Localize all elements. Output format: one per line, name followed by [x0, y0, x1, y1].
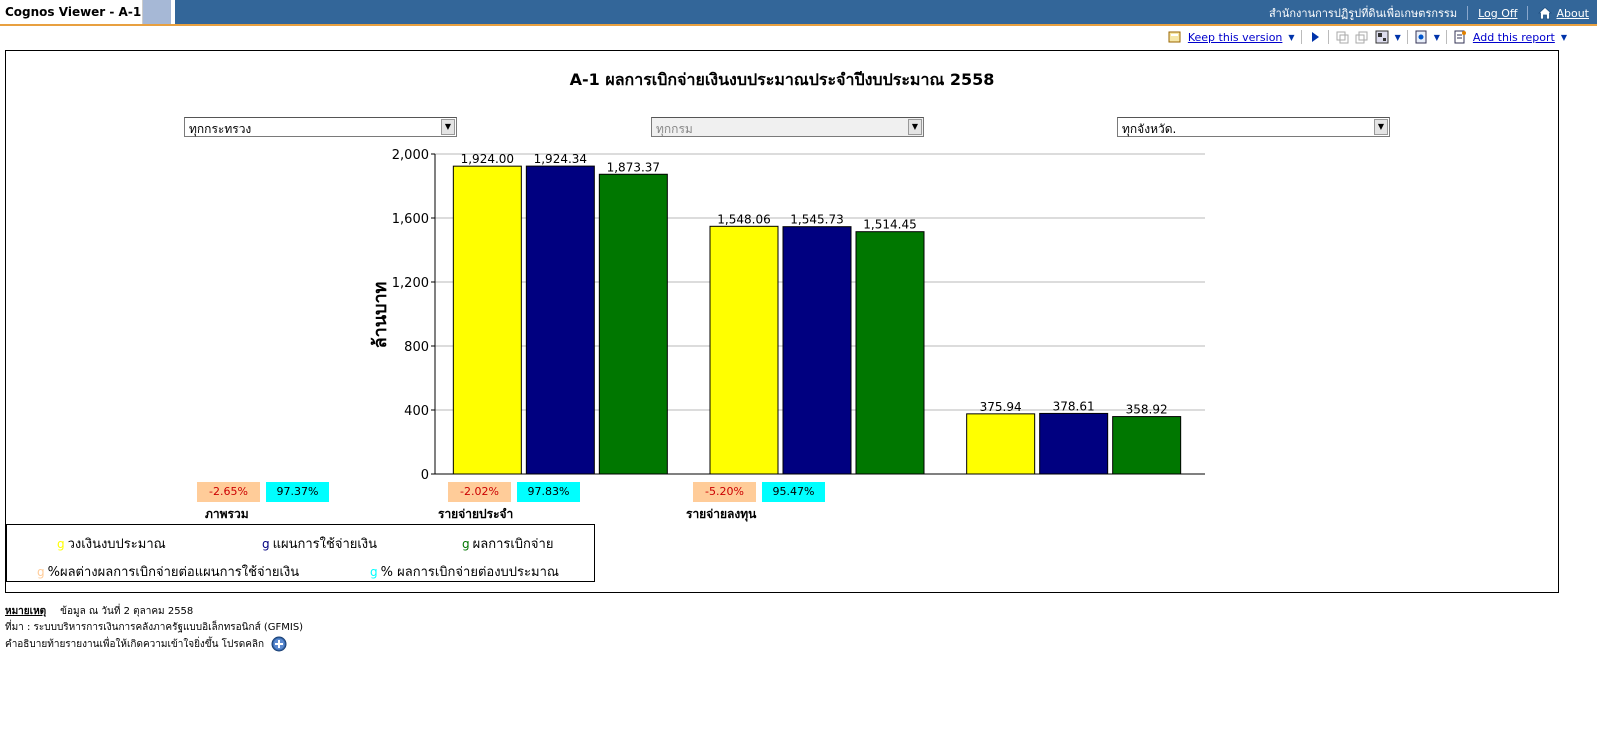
- header-separator: [1527, 6, 1529, 20]
- y-tick-label: 400: [404, 404, 429, 419]
- y-tick-label: 2,000: [392, 148, 429, 163]
- bar[interactable]: [452, 165, 522, 475]
- bar[interactable]: [525, 165, 595, 475]
- keep-version-icon[interactable]: [1168, 30, 1182, 44]
- legend-marker: g: [37, 565, 45, 579]
- top-header-bar: Cognos Viewer - A-1 สำนักงานการปฏิรูปที่…: [0, 0, 1597, 24]
- chevron-down-icon[interactable]: ▼: [1560, 32, 1567, 42]
- add-report-link[interactable]: Add this report: [1472, 30, 1555, 44]
- bar-value-label: 1,514.45: [863, 218, 916, 232]
- legend-label: %ผลต่างผลการเบิกจ่ายต่อแผนการใช้จ่ายเงิน: [47, 565, 300, 580]
- run-report-icon[interactable]: [1308, 30, 1322, 44]
- report-title: A-1 ผลการเบิกจ่ายเงินงบประมาณประจำปีงบปร…: [569, 70, 995, 89]
- header-right-area: สำนักงานการปฏิรูปที่ดินเพื่อเกษตรกรรม Lo…: [1269, 4, 1589, 22]
- legend-label: % ผลการเบิกจ่ายต่องบประมาณ: [380, 565, 559, 580]
- tab-divider: [171, 0, 175, 24]
- add-report-icon[interactable]: [1453, 30, 1467, 44]
- chevron-down-icon[interactable]: ▼: [908, 119, 922, 135]
- bar[interactable]: [709, 225, 779, 475]
- bar-value-label: 1,548.06: [717, 212, 770, 226]
- chevron-down-icon[interactable]: ▼: [1433, 32, 1440, 42]
- bar-value-label: 375.94: [980, 400, 1022, 414]
- legend-marker: g: [262, 537, 270, 551]
- percent-diff-badge: -5.20%: [693, 482, 756, 502]
- bar[interactable]: [855, 231, 925, 475]
- percent-rate-badge: 95.47%: [762, 482, 825, 502]
- legend-label: แผนการใช้จ่ายเงิน: [272, 537, 378, 552]
- home-icon: [1538, 6, 1553, 20]
- legend-marker: g: [370, 565, 378, 579]
- report-notes: หมายเหตุ ข้อมูล ณ วันที่ 2 ตุลาคม 2558 ที…: [5, 604, 303, 652]
- budget-bar-chart: 0 400 800 1,200 1,600 2,000 1,924.00 1,924.34 1,…: [370, 148, 1205, 483]
- legend-marker: g: [57, 537, 65, 551]
- bar-value-label: 1,924.34: [534, 152, 587, 166]
- keep-version-link[interactable]: Keep this version: [1187, 30, 1283, 44]
- legend-marker: g: [462, 537, 470, 551]
- y-tick-label: 800: [404, 340, 429, 355]
- bar[interactable]: [966, 413, 1036, 475]
- legend-label: วงเงินงบประมาณ: [67, 537, 166, 552]
- report-frame: [5, 50, 1559, 593]
- percent-diff-badge: -2.65%: [197, 482, 260, 502]
- bar[interactable]: [1039, 412, 1109, 475]
- category-label-overall: ภาพรวม: [205, 507, 249, 521]
- bar-value-label: 1,924.00: [461, 152, 514, 166]
- bar-value-label: 358.92: [1126, 403, 1168, 417]
- log-off-link[interactable]: Log Off: [1478, 6, 1518, 20]
- bar-value-label: 1,873.37: [607, 160, 660, 174]
- legend-item: g% ผลการเบิกจ่ายต่องบประมาณ: [370, 561, 559, 582]
- legend-item: g วงเงินงบประมาณ: [57, 533, 166, 554]
- bar[interactable]: [598, 173, 668, 475]
- related-links-icon[interactable]: [1375, 30, 1389, 44]
- category-label-recurrent: รายจ่ายประจำ: [438, 507, 514, 521]
- province-select-value: ทุกจังหวัด.: [1122, 122, 1177, 136]
- legend-item: g ผลการเบิกจ่าย: [462, 533, 553, 554]
- expand-plus-icon[interactable]: [271, 636, 287, 652]
- chevron-down-icon[interactable]: ▼: [441, 119, 455, 135]
- chevron-down-icon[interactable]: ▼: [1394, 32, 1401, 42]
- legend-item: g แผนการใช้จ่ายเงิน: [262, 533, 377, 554]
- bar-value-label: 378.61: [1053, 399, 1095, 413]
- y-tick-label: 1,200: [392, 276, 429, 291]
- about-link[interactable]: About: [1556, 6, 1589, 20]
- organization-name: สำนักงานการปฏิรูปที่ดินเพื่อเกษตรกรรม: [1268, 7, 1458, 20]
- legend-item: g %ผลต่างผลการเบิกจ่ายต่อแผนการใช้จ่ายเงิ…: [37, 561, 299, 582]
- department-select-value: ทุกกรม: [656, 122, 693, 136]
- percent-rate-badge: 97.37%: [266, 482, 329, 502]
- note-source: ที่มา : ระบบบริหารการเงินการคลังภาครัฐแบ…: [5, 622, 304, 633]
- ministry-select[interactable]: ทุกกระทรวง ▼: [184, 117, 457, 137]
- drill-down-icon[interactable]: [1335, 30, 1349, 44]
- chevron-down-icon[interactable]: ▼: [1288, 32, 1295, 42]
- chart-legend: g วงเงินงบประมาณ g แผนการใช้จ่ายเงิน g ผลกา…: [6, 524, 595, 582]
- report-toolbar: Keep this version ▼ ▼ ▼ Add this report …: [1168, 28, 1567, 46]
- viewer-title-tab: Cognos Viewer - A-1: [0, 0, 143, 24]
- bar[interactable]: [1112, 416, 1182, 475]
- about-link-group[interactable]: About: [1538, 6, 1589, 20]
- toolbar-separator: [1406, 30, 1408, 44]
- legend-label: ผลการเบิกจ่าย: [472, 537, 554, 552]
- percent-diff-badge: -2.02%: [448, 482, 511, 502]
- bar-value-label: 1,545.73: [790, 213, 843, 227]
- toolbar-separator: [1327, 30, 1329, 44]
- ministry-select-value: ทุกกระทรวง: [189, 122, 252, 136]
- note-date: ข้อมูล ณ วันที่ 2 ตุลาคม 2558: [60, 606, 194, 617]
- note-label: หมายเหตุ: [5, 606, 47, 617]
- drill-up-icon[interactable]: [1355, 30, 1369, 44]
- y-tick-label: 1,600: [392, 212, 429, 227]
- chevron-down-icon[interactable]: ▼: [1374, 119, 1388, 135]
- toolbar-separator: [1300, 30, 1302, 44]
- toolbar-separator: [1445, 30, 1447, 44]
- y-tick-label: 0: [421, 468, 429, 483]
- header-separator: [1467, 6, 1469, 20]
- note-more-info: คำอธิบายท้ายรายงานเพื่อให้เกิดความเข้าใจ…: [5, 639, 265, 650]
- percent-rate-badge: 97.83%: [517, 482, 580, 502]
- view-format-icon[interactable]: [1414, 30, 1428, 44]
- y-axis-label: ล้านบาท: [370, 282, 391, 349]
- department-select[interactable]: ทุกกรม ▼: [651, 117, 924, 137]
- tab-spacer: [143, 0, 171, 24]
- header-accent-line: [0, 24, 1597, 26]
- province-select[interactable]: ทุกจังหวัด. ▼: [1117, 117, 1390, 137]
- bar[interactable]: [782, 226, 852, 475]
- category-label-capital: รายจ่ายลงทุน: [686, 507, 757, 521]
